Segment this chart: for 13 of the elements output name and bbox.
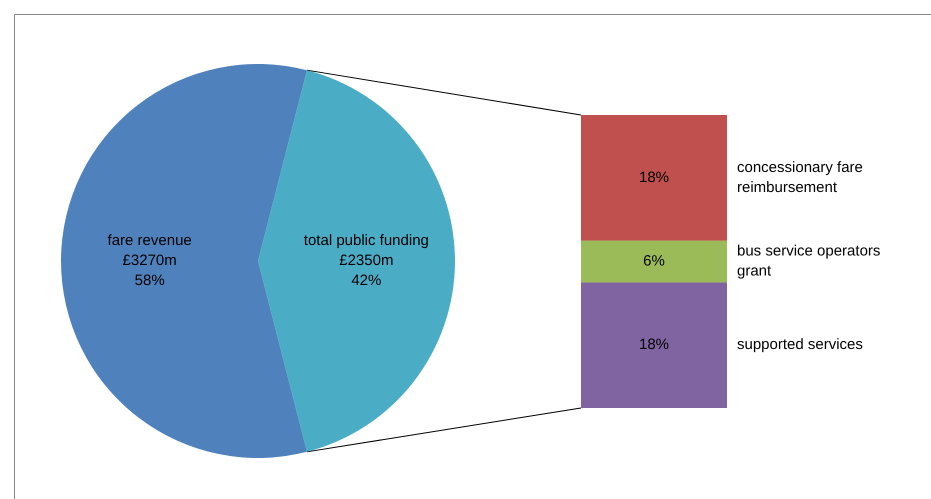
- series-label: bus service operators grant: [737, 242, 880, 280]
- text: £3270m: [122, 252, 177, 269]
- data-label: 18%: [638, 168, 670, 186]
- text: £2350m: [339, 252, 394, 269]
- data-label: 18%: [638, 336, 670, 354]
- data-label: 6%: [643, 252, 665, 270]
- series-label: supported services: [737, 336, 863, 354]
- slice-label: fare revenue: [108, 232, 192, 249]
- series-label: concessionary fare reimbursement: [737, 158, 863, 196]
- slice-label: total public funding: [304, 232, 429, 249]
- data-label: 58%: [134, 272, 165, 289]
- data-label: 42%: [351, 272, 382, 289]
- pie-slice: [258, 70, 455, 452]
